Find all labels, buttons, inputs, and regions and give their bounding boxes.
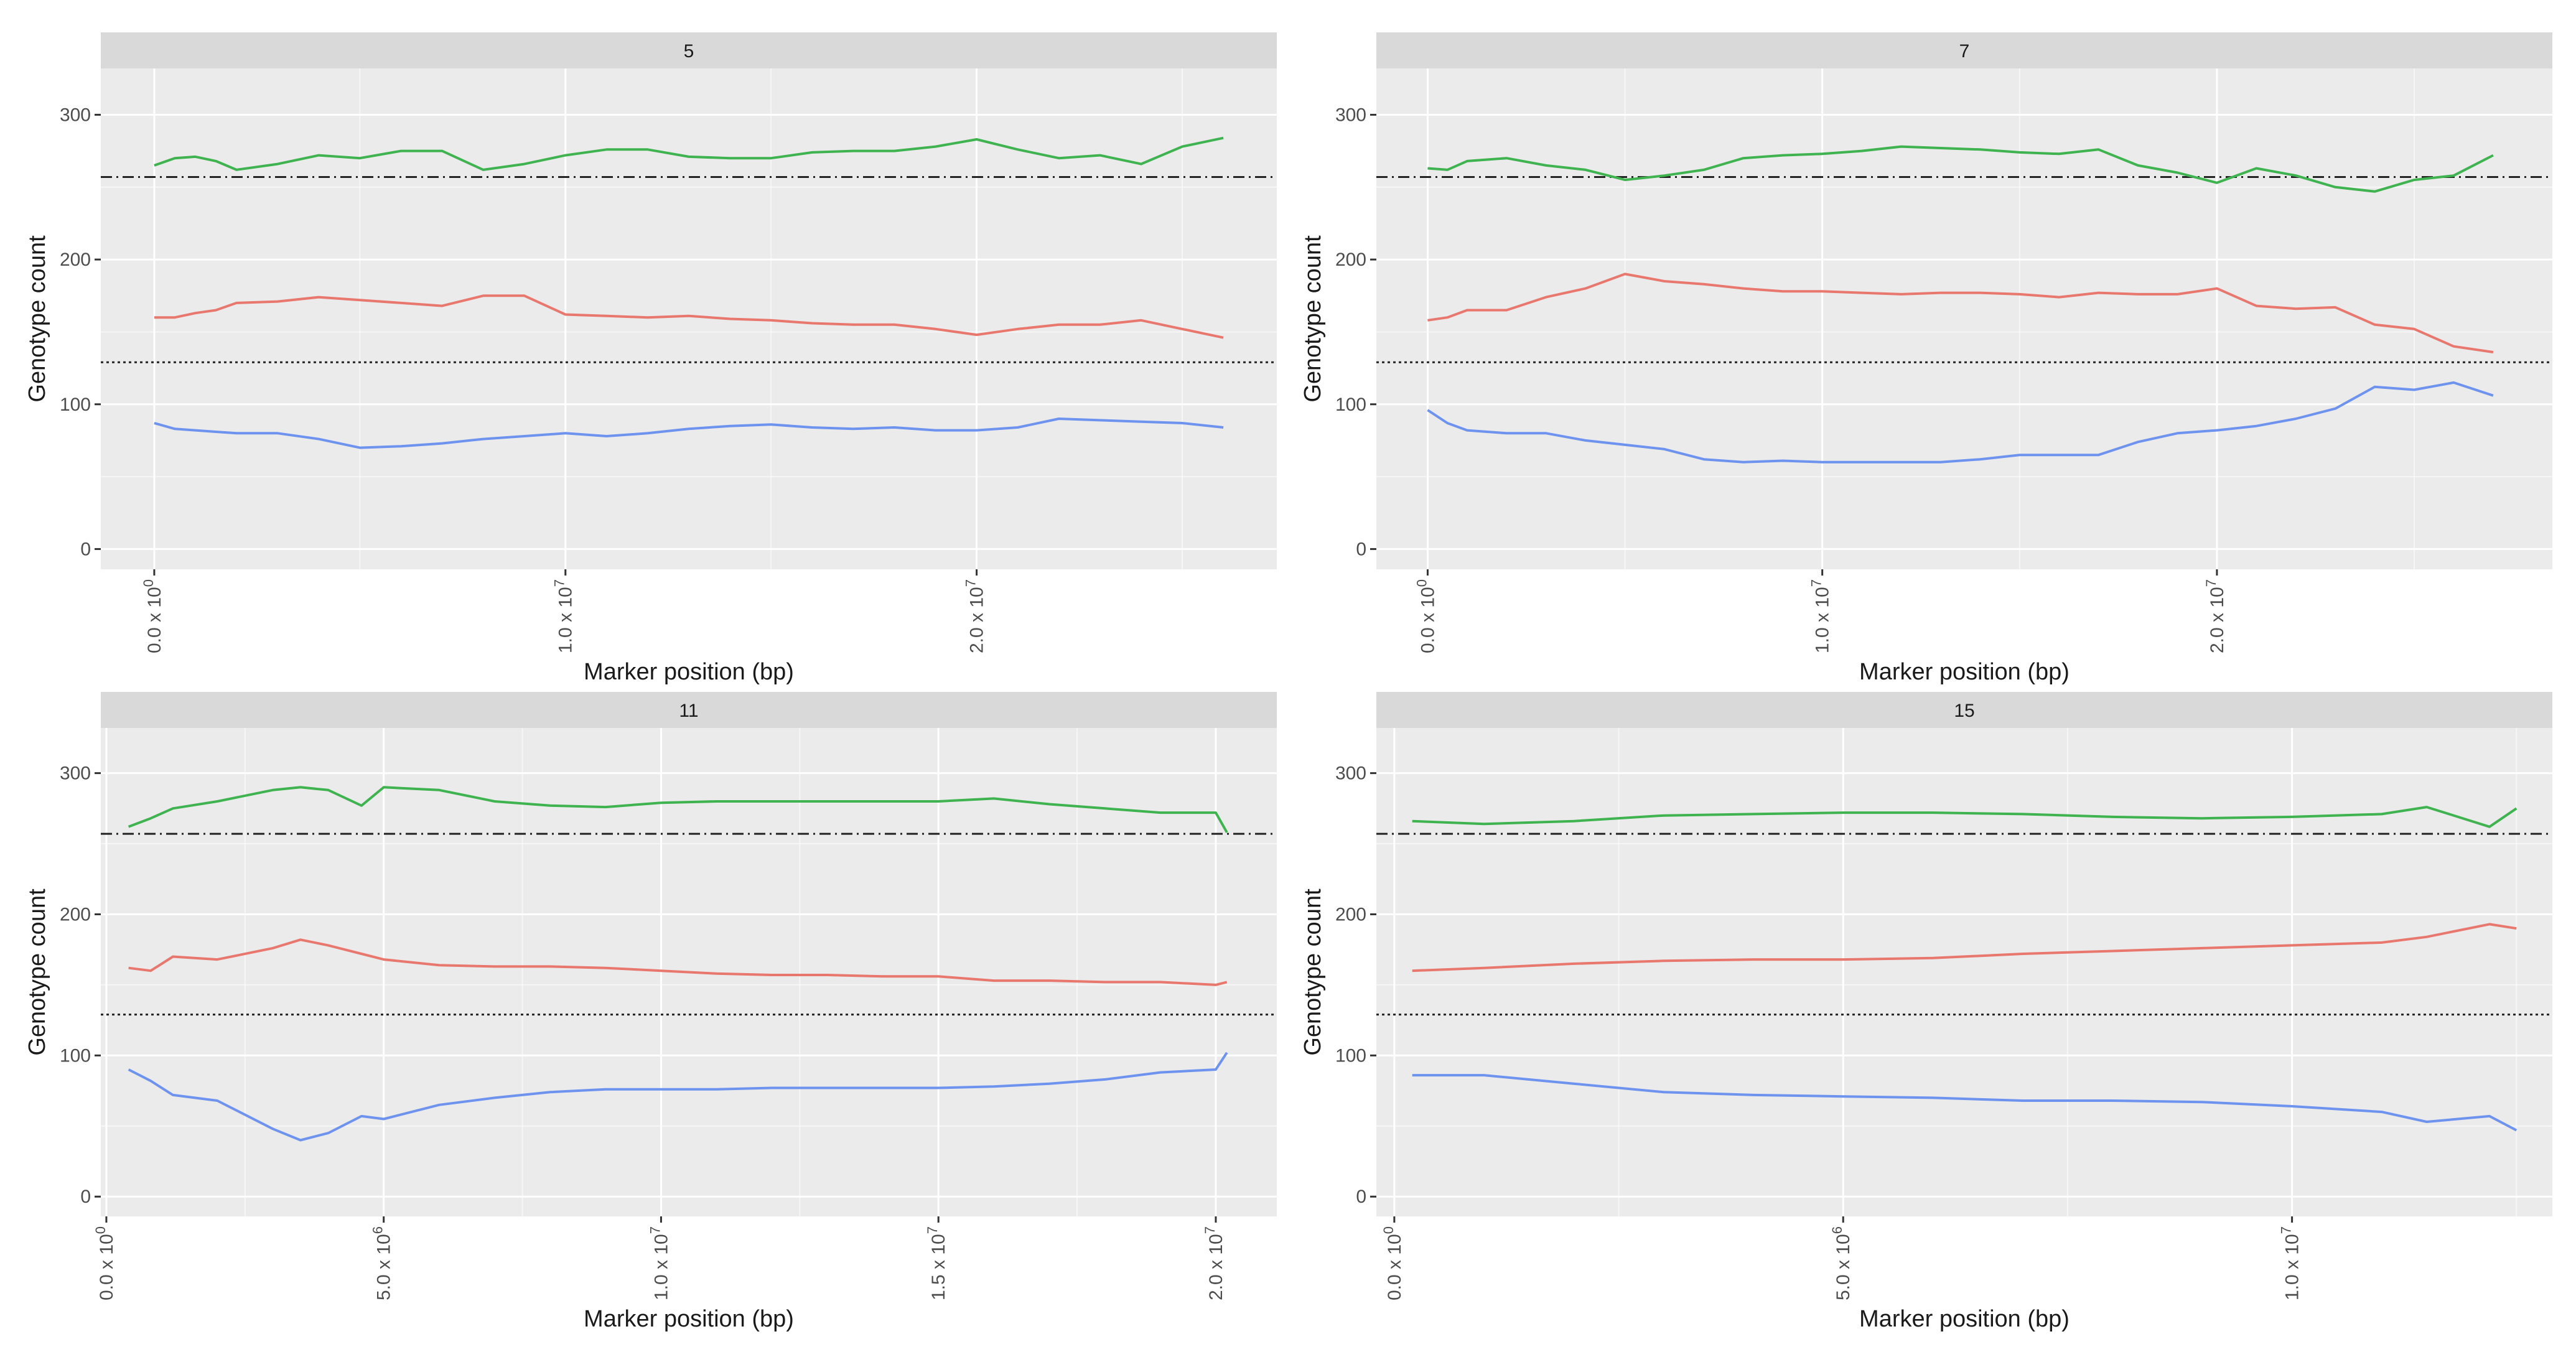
y-axis-title: Genotype count (1300, 235, 1326, 403)
facet-strip (101, 32, 1277, 68)
facet-label: 7 (1959, 41, 1970, 62)
series-line-green (1412, 806, 2518, 828)
panel-7: 7 0 100 200 300 0.0 x 100 1.0 x 107 2.0 x 107 Ma… (1300, 32, 2552, 685)
x-axis-title: Marker position (bp) (1859, 659, 2070, 685)
plot-panel (1376, 68, 2552, 569)
y-axis-title: Genotype count (1300, 888, 1326, 1056)
facet-label: 5 (684, 41, 694, 62)
panel-15: 15 0 100 200 300 0.0 x 100 5.0 x 106 1.0 x 107 M… (1300, 692, 2552, 1332)
y-tick-label: 0 (80, 1187, 91, 1207)
x-tick-label: 1.0 x 107 (647, 1226, 671, 1300)
y-tick-label: 200 (1335, 249, 1366, 270)
facet-label: 11 (679, 701, 698, 721)
x-tick-label: 2.0 x 107 (963, 579, 987, 653)
y-tick-label: 100 (60, 394, 91, 415)
x-axis-title: Marker position (bp) (584, 659, 794, 685)
series-line-red (1427, 273, 2494, 353)
y-tick-label: 200 (60, 904, 91, 925)
panel-11: 11 0 100 200 300 0.0 x 100 5.0 x 106 1.0 x 107 1… (24, 692, 1277, 1332)
x-tick-label: 0.0 x 100 (1414, 579, 1438, 653)
y-tick-label: 200 (1335, 904, 1366, 925)
plot-panel (101, 68, 1277, 569)
x-tick-label: 1.0 x 107 (552, 579, 576, 653)
x-tick-label: 1.5 x 107 (925, 1226, 949, 1300)
x-tick-label: 5.0 x 106 (1829, 1226, 1854, 1300)
facet-strip (101, 692, 1277, 728)
y-tick-label: 300 (1335, 763, 1366, 784)
y-tick-label: 300 (1335, 105, 1366, 125)
x-tick-label: 1.0 x 107 (1809, 579, 1833, 653)
series-line-green (128, 786, 1228, 833)
series-line-red (128, 938, 1228, 986)
series-line-red (1412, 923, 2517, 972)
series-line-blue (154, 417, 1224, 449)
y-tick-label: 200 (60, 249, 91, 270)
y-tick-label: 0 (80, 539, 91, 559)
plot-panel (1376, 728, 2552, 1216)
x-tick-label: 5.0 x 106 (370, 1226, 394, 1300)
x-tick-label: 2.0 x 107 (1202, 1226, 1226, 1300)
series-line-green (154, 136, 1224, 171)
facet-strip (1376, 32, 2552, 68)
x-tick-label: 0.0 x 100 (141, 579, 165, 653)
y-axis-title: Genotype count (24, 888, 50, 1056)
facet-label: 15 (1954, 701, 1974, 721)
y-tick-label: 100 (1335, 394, 1366, 415)
x-tick-label: 0.0 x 100 (1381, 1226, 1405, 1300)
series-line-blue (1412, 1074, 2518, 1132)
y-tick-label: 0 (1356, 1187, 1366, 1207)
series-line-blue (128, 1052, 1228, 1142)
y-tick-label: 100 (60, 1045, 91, 1066)
x-tick-label: 2.0 x 107 (2203, 579, 2228, 653)
y-tick-label: 100 (1335, 1045, 1366, 1066)
x-tick-label: 1.0 x 107 (2279, 1226, 2303, 1300)
x-axis-title: Marker position (bp) (584, 1306, 794, 1332)
y-tick-label: 0 (1356, 539, 1366, 559)
series-line-green (1427, 145, 2494, 193)
x-axis-title: Marker position (bp) (1859, 1306, 2070, 1332)
panel-5: 5 0 100 200 300 0.0 x 100 1.0 x 107 2.0 x 107 Ma… (24, 32, 1277, 685)
y-tick-label: 300 (60, 763, 91, 784)
series-line-blue (1427, 381, 2494, 464)
series-line-red (154, 294, 1224, 339)
x-tick-label: 0.0 x 100 (93, 1226, 117, 1300)
facet-strip (1376, 692, 2552, 728)
y-axis-title: Genotype count (24, 235, 50, 403)
y-tick-label: 300 (60, 105, 91, 125)
